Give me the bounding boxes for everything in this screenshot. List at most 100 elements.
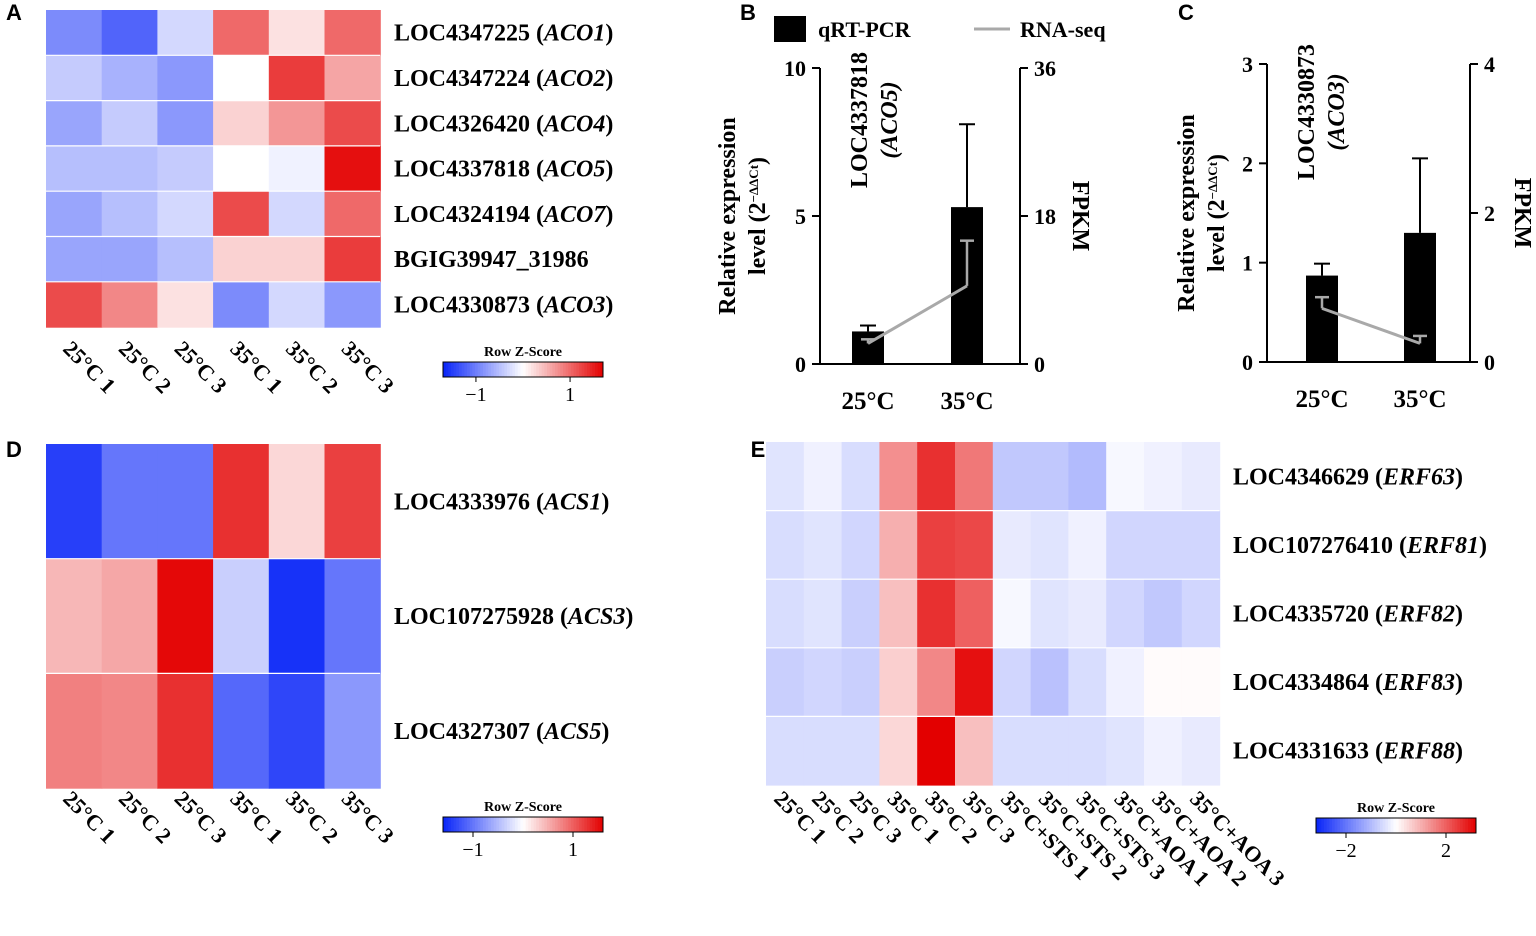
- heatmap-cell: [841, 647, 880, 717]
- legend-swatch: [453, 362, 457, 377]
- legend-tick-label: −1: [465, 384, 486, 406]
- legend-swatch: [512, 362, 516, 377]
- gene-id: LOC4347225: [394, 21, 530, 47]
- title-gene: LOC4330873: [1294, 44, 1320, 180]
- legend-swatch: [520, 362, 524, 377]
- title-gene: LOC4337818: [847, 52, 873, 188]
- row-label: LOC4324194 (ACO7): [394, 202, 613, 228]
- legend-swatch: [552, 817, 556, 832]
- legend-swatch: [576, 362, 580, 377]
- legend-swatch: [512, 817, 516, 832]
- column-label: 35°C 2: [281, 786, 343, 848]
- legend-swatch: [536, 362, 540, 377]
- heatmap-cell: [157, 10, 214, 56]
- legend-swatch: [461, 362, 465, 377]
- row-label: LOC4327307 (ACS5): [394, 719, 609, 745]
- legend-swatch: [448, 817, 452, 832]
- heatmap-cell: [324, 100, 381, 147]
- gene-symbol: ERF88: [1382, 739, 1455, 765]
- heatmap-cell: [917, 579, 956, 649]
- heatmap-cell: [157, 100, 214, 147]
- legend-swatch: [480, 817, 484, 832]
- heatmap-cell: [1144, 442, 1183, 512]
- y-axis-title-line1: Relative expression: [1174, 114, 1200, 312]
- gene-symbol: ERF81: [1406, 533, 1479, 559]
- legend-swatch: [1356, 818, 1360, 833]
- legend-swatch: [469, 817, 473, 832]
- y-axis-title: Relative expression level (2−ΔΔCt): [1174, 114, 1230, 312]
- column-label: 25°C 1: [58, 786, 120, 848]
- legend-swatch: [1374, 818, 1378, 833]
- paren: (: [530, 719, 544, 745]
- legend-swatch: [1414, 818, 1418, 833]
- legend-swatch: [496, 362, 500, 377]
- heatmap-cell: [879, 442, 918, 512]
- category-label: 35°C: [940, 388, 993, 415]
- heatmap-cell: [766, 647, 805, 717]
- heatmap-cell: [213, 281, 270, 328]
- legend-swatch: [1398, 818, 1402, 833]
- legend-swatch: [1361, 818, 1365, 833]
- heatmap-cell: [213, 236, 270, 283]
- heatmap-cell: [1106, 716, 1145, 786]
- paren: ): [1455, 739, 1463, 765]
- heatmap-cell: [46, 10, 103, 56]
- legend-title: Row Z-Score: [484, 800, 562, 815]
- legend-swatch: [496, 817, 500, 832]
- heatmap-cell: [1106, 579, 1145, 649]
- heatmap-cell: [1030, 442, 1069, 512]
- paren: (: [1393, 533, 1407, 559]
- column-label: 35°C 2: [281, 336, 343, 398]
- legend-swatch: [568, 817, 572, 832]
- legend-swatch: [485, 362, 489, 377]
- heatmap-cell: [1106, 647, 1145, 717]
- gene-id: LOC4327307: [394, 719, 530, 745]
- legend-swatch: [579, 817, 583, 832]
- legend-swatch: [443, 817, 447, 832]
- bar-chart-c: 0 1 2 3 0 2 4 25°C 35°C LOC4330873 (ACO3) Relative …: [1174, 44, 1535, 413]
- heatmap-cell: [268, 281, 326, 328]
- legend-tick-label: 2: [1441, 840, 1451, 862]
- line-rnaseq: [867, 284, 968, 345]
- legend-swatch: [1409, 818, 1413, 833]
- heatmap-cell: [1030, 579, 1069, 649]
- heatmap-cell: [46, 281, 103, 328]
- legend-swatch: [557, 817, 561, 832]
- legend-swatch: [592, 362, 596, 377]
- legend-swatch: [464, 362, 468, 377]
- legend-swatch: [547, 817, 551, 832]
- gene-symbol: ACO5: [542, 157, 605, 183]
- gene-id: LOC107275928: [394, 604, 554, 630]
- paren: (: [530, 292, 544, 318]
- heatmap-cell: [213, 444, 270, 560]
- heatmap-cell: [46, 558, 103, 674]
- heatmap-cell: [268, 55, 326, 102]
- heatmap-cell: [46, 236, 103, 283]
- legend-swatch: [1430, 818, 1434, 833]
- legend-swatch: [523, 362, 527, 377]
- heatmap-cell: [213, 100, 270, 147]
- legend-swatch: [539, 817, 543, 832]
- heatmap-cell: [1030, 510, 1069, 580]
- heatmap-cell: [1068, 647, 1107, 717]
- row-label: LOC4335720 (ERF82): [1233, 602, 1463, 628]
- row-label: LOC4334864 (ERF83): [1233, 670, 1463, 696]
- legend-swatch: [560, 817, 564, 832]
- heatmap-cell: [917, 647, 956, 717]
- heatmap-cell: [213, 673, 270, 789]
- legend-swatch: [533, 817, 537, 832]
- legend-swatch: [589, 362, 593, 377]
- heatmap-cell: [992, 510, 1032, 580]
- gene-id: LOC4330873: [394, 292, 530, 318]
- gene-symbol: ERF83: [1382, 670, 1455, 696]
- legend-swatch: [1385, 818, 1389, 833]
- legend-swatch: [517, 362, 521, 377]
- legend-swatch: [483, 817, 487, 832]
- legend-swatch: [544, 362, 548, 377]
- legend-swatch: [1396, 818, 1400, 833]
- heatmap-cell: [1144, 647, 1183, 717]
- legend-label-qrtpcr: qRT-PCR: [818, 17, 912, 42]
- legend-swatch: [536, 817, 540, 832]
- column-label: 25°C 2: [114, 336, 176, 398]
- legend-swatch: [507, 362, 511, 377]
